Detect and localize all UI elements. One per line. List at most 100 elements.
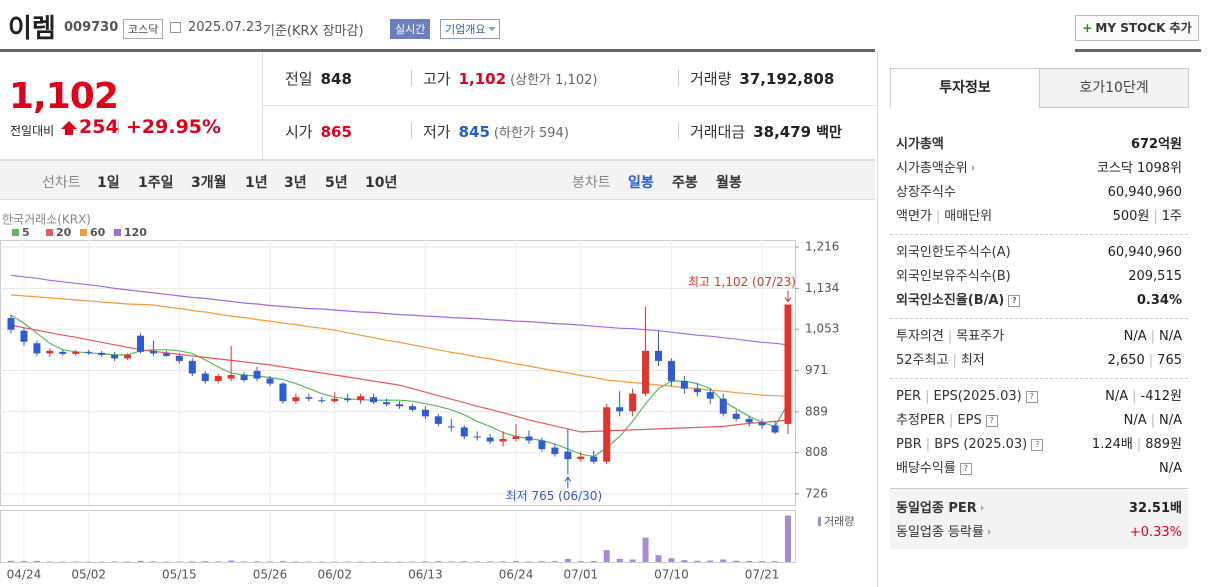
candle-body <box>162 353 170 356</box>
separator: | <box>935 209 941 224</box>
volume-bar <box>267 561 273 562</box>
value-text: N/A <box>1159 461 1182 476</box>
info-label: 외국인소진율(B/A)? <box>896 290 1021 312</box>
separator: | <box>947 329 953 344</box>
separator <box>118 119 119 135</box>
label-text: EPS(2025.03) <box>933 389 1022 404</box>
label-text: 외국인한도주식수(A) <box>896 245 1011 260</box>
value-text: 765 <box>1157 353 1182 368</box>
panel-tab[interactable]: 호가10단계 <box>1039 68 1189 108</box>
volume-bar <box>189 561 196 562</box>
change-percent: +29.95% <box>126 116 222 138</box>
volume-bar <box>733 560 740 562</box>
value-text: 672억원 <box>1130 137 1182 152</box>
stock-code: 009730 <box>64 20 119 35</box>
group-divider <box>890 318 1188 319</box>
candle-body <box>124 354 132 359</box>
info-row: 동일업종 등락률 +0.33% <box>896 522 1182 544</box>
candle-body <box>214 376 222 382</box>
label-text: 최저 <box>960 353 985 368</box>
candle-chart-label: 봉차트 <box>572 175 611 191</box>
value-text: N/A <box>1123 413 1147 428</box>
value-text: 500원 <box>1112 209 1150 224</box>
max-arrow <box>784 290 792 303</box>
candle-body <box>564 451 572 460</box>
legend-swatch <box>46 229 53 236</box>
candle-tab[interactable]: 주봉 <box>672 175 698 191</box>
period-tab[interactable]: 1주일 <box>138 175 174 191</box>
candle-tab[interactable]: 월봉 <box>716 175 742 191</box>
period-tab[interactable]: 3년 <box>284 175 307 191</box>
info-label: 추정PER | EPS? <box>896 410 998 432</box>
candle-body <box>538 440 546 450</box>
candle-body <box>331 398 339 402</box>
info-row: 시가총액 672억원 <box>896 134 1182 156</box>
volume-bar <box>487 561 494 562</box>
info-value: N/A | N/A <box>1124 326 1182 348</box>
candle-body <box>706 392 714 399</box>
candle-body <box>434 416 442 424</box>
market-badge: 코스닥 <box>123 19 164 39</box>
volume-bar <box>228 560 235 562</box>
legend-swatch <box>114 229 121 236</box>
value-text: 2,650 <box>1107 353 1145 368</box>
candle-body <box>279 383 287 402</box>
overview-button[interactable]: 기업개요 <box>440 19 501 39</box>
candle-tab[interactable]: 일봉 <box>628 175 654 191</box>
candle-body <box>59 351 67 354</box>
value-text: 209,515 <box>1128 269 1182 284</box>
help-icon: ? <box>1031 439 1044 451</box>
volume-bar <box>8 560 14 562</box>
candle-body <box>253 370 261 379</box>
min-annotation: 최저 765 (06/30) <box>506 489 603 503</box>
candle-body <box>137 335 144 352</box>
candle-body <box>111 354 119 359</box>
candle-body <box>473 436 481 438</box>
volume-bar <box>202 561 209 562</box>
y-tick-label: 808 <box>805 445 828 459</box>
separator: | <box>925 437 931 452</box>
period-tab[interactable]: 10년 <box>365 175 398 191</box>
value-text: 60,940,960 <box>1107 185 1182 200</box>
help-icon: ? <box>959 463 972 475</box>
more-icon <box>980 505 987 511</box>
period-tab[interactable]: 1일 <box>97 175 120 191</box>
label-text: 52주최고 <box>896 353 949 368</box>
candle-body <box>318 400 326 402</box>
legend-swatch <box>80 229 87 236</box>
volume-bar <box>772 561 779 562</box>
value-text: N/A <box>1159 329 1182 344</box>
info-value: 1.24배 | 889원 <box>1092 434 1182 456</box>
info-value: 2,650 | 765 <box>1108 350 1182 372</box>
y-tick-label: 1,216 <box>805 240 839 254</box>
mystock-button[interactable]: + MY STOCK 추가 <box>1075 15 1199 41</box>
volume-bar <box>500 561 507 562</box>
candle-body <box>460 427 468 437</box>
y-tick-label: 726 <box>805 486 828 500</box>
realtime-button[interactable]: 실시간 <box>390 19 431 39</box>
candle-body <box>149 350 157 354</box>
panel-tab[interactable]: 투자정보 <box>890 68 1040 108</box>
candle-body <box>551 447 559 455</box>
label-text: 추정PER <box>896 413 946 428</box>
period-tab[interactable]: 5년 <box>325 175 348 191</box>
volume-bar <box>474 561 481 562</box>
up-arrow <box>61 121 77 135</box>
value-text: N/A <box>1159 413 1182 428</box>
summary-label: 저가 <box>423 123 451 141</box>
period-tab[interactable]: 1년 <box>245 175 268 191</box>
volume-legend-swatch <box>818 517 821 526</box>
y-tick-label: 971 <box>805 363 828 377</box>
period-tab[interactable]: 3개월 <box>191 175 227 191</box>
group-background <box>890 488 1188 549</box>
volume-bar <box>746 561 753 562</box>
info-row: PBR | BPS (2025.03)? 1.24배 | 889원 <box>896 434 1182 456</box>
volume-bar <box>681 560 688 562</box>
candle-body <box>7 318 15 330</box>
candle-body <box>72 351 80 354</box>
candle-body <box>667 360 675 382</box>
candle-body <box>188 360 196 374</box>
volume-bar <box>616 558 623 562</box>
info-row: PER | EPS(2025.03)? N/A | -412원 <box>896 386 1182 408</box>
volume-bar <box>590 561 597 562</box>
